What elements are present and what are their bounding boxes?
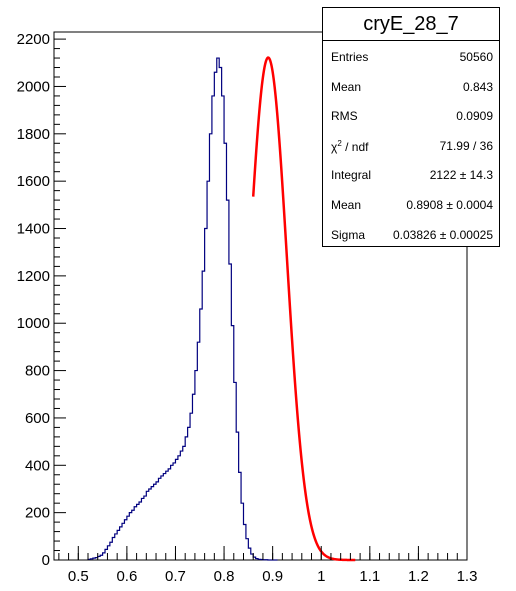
- stats-box: cryE_28_7 Entries 50560 Mean 0.843 RMS 0…: [322, 7, 500, 247]
- stats-row-chi2: χ2 / ndf 71.99 / 36: [323, 130, 499, 160]
- stats-key: Mean: [331, 79, 362, 94]
- stats-value: 0.8908 ± 0.0004: [406, 197, 493, 212]
- x-tick-label: 0.9: [262, 568, 283, 585]
- stats-key: Integral: [331, 168, 372, 183]
- x-tick-label: 0.8: [214, 568, 235, 585]
- stats-value: 0.843: [462, 79, 493, 94]
- stats-row-fit-mean: Mean 0.8908 ± 0.0004: [323, 189, 499, 219]
- stats-key: Entries: [331, 50, 369, 64]
- x-tick-label: 0.6: [116, 568, 137, 585]
- x-tick-label: 1.1: [359, 568, 380, 585]
- y-tick-label: 800: [25, 363, 50, 380]
- y-tick-label: 400: [25, 457, 50, 474]
- stats-value: 0.03826 ± 0.00025: [392, 227, 493, 242]
- x-tick-label: 1.3: [457, 568, 478, 585]
- stats-row-mean: Mean 0.843: [323, 71, 499, 101]
- stats-row-integral: Integral 2122 ± 14.3: [323, 159, 499, 189]
- stats-key: RMS: [331, 109, 358, 124]
- stats-row-sigma: Sigma 0.03826 ± 0.00025: [323, 219, 499, 249]
- y-tick-label: 2000: [17, 78, 50, 95]
- y-tick-label: 600: [25, 410, 50, 427]
- x-tick-label: 0.5: [68, 568, 89, 585]
- stats-row-entries: Entries 50560: [323, 41, 499, 71]
- x-tick-label: 0.7: [165, 568, 186, 585]
- stats-value: 71.99 / 36: [439, 138, 493, 153]
- stats-row-rms: RMS 0.0909: [323, 100, 499, 130]
- histogram-series: [87, 57, 278, 561]
- y-tick-label: 1400: [17, 221, 50, 238]
- y-tick-label: 1600: [17, 173, 50, 190]
- y-tick-label: 2200: [17, 31, 50, 48]
- x-tick-label: 1: [317, 568, 325, 585]
- stats-value: 50560: [459, 50, 493, 64]
- y-tick-label: 0: [42, 552, 50, 569]
- stats-value: 2122 ± 14.3: [429, 168, 493, 183]
- chi-symbol: χ: [331, 139, 338, 154]
- stats-value: 0.0909: [456, 109, 493, 124]
- x-tick-label: 1.2: [408, 568, 429, 585]
- y-tick-label: 1000: [17, 315, 50, 332]
- y-tick-label: 200: [25, 505, 50, 522]
- gaussian-fit-curve: [251, 56, 356, 562]
- chi-exponent: 2: [337, 138, 342, 148]
- stats-key: Sigma: [331, 227, 366, 242]
- stats-key: χ2 / ndf: [331, 139, 368, 154]
- y-tick-label: 1200: [17, 268, 50, 285]
- y-tick-label: 1800: [17, 126, 50, 143]
- stats-key: Mean: [331, 197, 362, 212]
- stats-title: cryE_28_7: [323, 8, 499, 41]
- ndf-label: / ndf: [341, 139, 369, 154]
